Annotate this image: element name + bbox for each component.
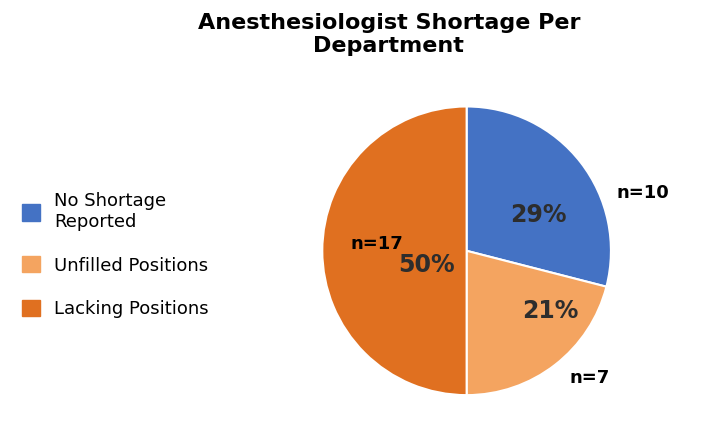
Text: 29%: 29% <box>510 203 567 227</box>
Text: 50%: 50% <box>398 253 455 277</box>
Text: Anesthesiologist Shortage Per
Department: Anesthesiologist Shortage Per Department <box>197 13 580 56</box>
Wedge shape <box>322 106 467 395</box>
Wedge shape <box>467 106 611 287</box>
Text: n=10: n=10 <box>617 184 669 202</box>
Text: 21%: 21% <box>522 299 578 323</box>
Legend: No Shortage
Reported, Unfilled Positions, Lacking Positions: No Shortage Reported, Unfilled Positions… <box>16 187 214 323</box>
Text: n=7: n=7 <box>569 369 609 387</box>
Wedge shape <box>467 251 607 395</box>
Text: n=17: n=17 <box>351 235 404 253</box>
